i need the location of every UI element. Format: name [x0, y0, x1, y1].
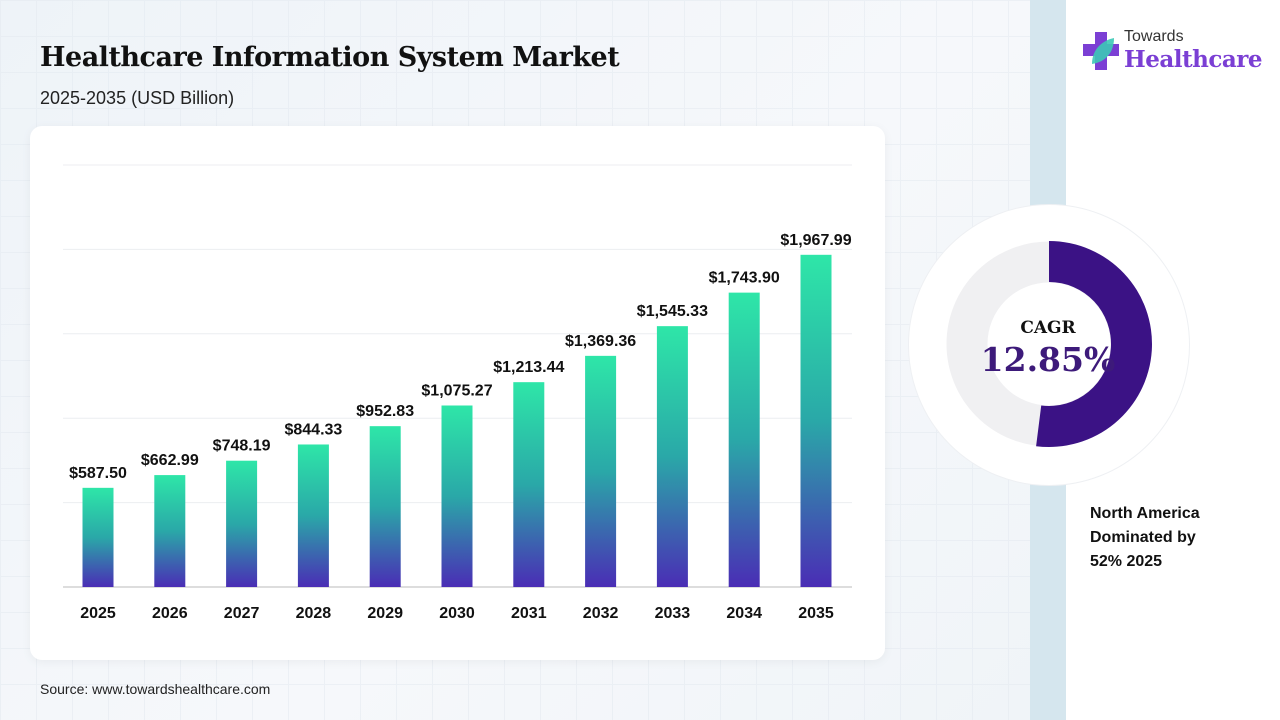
- note-line: 52% 2025: [1090, 553, 1163, 570]
- bar-2035: [800, 254, 832, 587]
- bar-2032: [585, 355, 617, 587]
- x-tick-label: 2025: [80, 605, 116, 622]
- x-tick-label: 2032: [583, 605, 619, 622]
- bar-2025: [82, 487, 114, 587]
- bar-value-label: $952.83: [356, 403, 414, 420]
- x-tick-label: 2031: [511, 605, 547, 622]
- x-tick-label: 2033: [655, 605, 691, 622]
- bar-2028: [297, 444, 329, 587]
- x-tick-label: 2034: [726, 605, 762, 622]
- source-text: Source: www.towardshealthcare.com: [40, 681, 271, 697]
- bar-2029: [369, 426, 401, 587]
- bar-value-label: $1,369.36: [565, 333, 636, 350]
- note-line: North America: [1090, 505, 1200, 522]
- cagr-value: 12.85%: [980, 340, 1116, 379]
- bar-value-label: $1,075.27: [421, 382, 492, 399]
- brand-logo[interactable]: Towards Healthcare: [1082, 28, 1263, 78]
- brand-line2: Healthcare: [1124, 46, 1263, 73]
- bar-value-label: $1,743.90: [709, 270, 780, 287]
- bar-2031: [513, 382, 545, 587]
- x-tick-label: 2029: [367, 605, 403, 622]
- x-tick-label: 2027: [224, 605, 260, 622]
- bar-2026: [154, 475, 186, 587]
- bar-2033: [656, 326, 688, 587]
- bar-value-label: $1,545.33: [637, 303, 708, 320]
- bar-chart: $587.50 $662.99 $748.19 $844.33 $952.83 $1,07…: [63, 164, 852, 622]
- donut-segment: [1036, 241, 1152, 447]
- x-tick-label: 2026: [152, 605, 188, 622]
- x-tick-label: 2035: [798, 605, 834, 622]
- brand-line1: Towards: [1124, 28, 1184, 45]
- bar-value-label: $748.19: [213, 438, 271, 455]
- bar-value-label: $1,213.44: [493, 359, 564, 376]
- medical-cross-icon: [1083, 32, 1119, 70]
- bar-value-label: $662.99: [141, 452, 199, 469]
- page-title: Healthcare Information System Market: [40, 42, 620, 73]
- x-tick-label: 2030: [439, 605, 475, 622]
- page-subtitle: 2025-2035 (USD Billion): [40, 88, 235, 108]
- cagr-label: CAGR: [1020, 318, 1076, 338]
- note-line: Dominated by: [1090, 529, 1196, 546]
- bar-value-label: $844.33: [284, 421, 342, 438]
- bar-value-label: $587.50: [69, 465, 127, 482]
- bar-2034: [728, 292, 760, 587]
- bar-2027: [226, 460, 258, 587]
- x-tick-label: 2028: [296, 605, 332, 622]
- bar-value-label: $1,967.99: [780, 232, 851, 249]
- region-note: North America Dominated by 52% 2025: [1090, 502, 1260, 574]
- bar-2030: [441, 405, 473, 587]
